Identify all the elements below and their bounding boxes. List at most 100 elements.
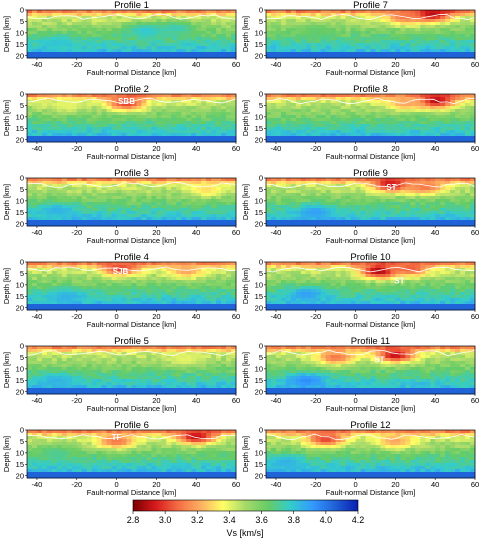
heatmap-cell <box>27 103 33 107</box>
heatmap-cell <box>340 139 347 143</box>
heatmap-cell <box>420 193 426 197</box>
heatmap-cell <box>206 301 212 305</box>
y-tick-label: 15 <box>16 124 24 133</box>
heatmap-cell <box>176 274 182 278</box>
heatmap-cell <box>41 139 48 143</box>
heatmap-cell <box>181 46 187 50</box>
heatmap-cell <box>61 307 68 311</box>
heatmap-cell <box>76 55 83 59</box>
heatmap-cell <box>440 121 446 125</box>
heatmap-cell <box>221 127 227 131</box>
heatmap-cell <box>211 115 217 119</box>
heatmap-cell <box>51 37 58 41</box>
heatmap-cell <box>27 271 33 275</box>
heatmap-cell <box>27 127 33 131</box>
heatmap-cell <box>280 22 287 26</box>
heatmap-cell <box>216 190 222 194</box>
heatmap-cell <box>51 115 58 119</box>
heatmap-cell <box>186 94 192 98</box>
heatmap-cell <box>181 304 187 308</box>
heatmap-cell <box>111 187 117 191</box>
heatmap-cell <box>285 136 292 140</box>
heatmap-cell <box>76 208 83 212</box>
heatmap-cell <box>156 223 162 227</box>
heatmap-cell <box>445 112 451 116</box>
heatmap-cell <box>126 181 132 185</box>
heatmap-cell <box>91 295 98 299</box>
panel-title: Profile 1 <box>114 0 149 11</box>
heatmap-cell <box>101 220 108 224</box>
heatmap-cell <box>445 214 451 218</box>
heatmap-cell <box>156 109 162 113</box>
heatmap-cell <box>320 220 327 224</box>
heatmap-cell <box>325 205 332 209</box>
heatmap-cell <box>445 193 451 197</box>
heatmap-cell <box>71 301 78 305</box>
heatmap-cell <box>151 181 157 185</box>
heatmap-cell <box>126 220 132 224</box>
heatmap-cell <box>111 307 117 311</box>
heatmap-cell <box>270 199 277 203</box>
heatmap-cell <box>86 298 93 302</box>
heatmap-cell <box>131 16 137 20</box>
y-tick-label: 0 <box>20 90 24 99</box>
heatmap-cell <box>435 190 441 194</box>
heatmap-cell <box>420 46 426 50</box>
heatmap-cell <box>231 115 237 119</box>
heatmap-cell <box>191 55 197 59</box>
heatmap-cell <box>46 184 53 188</box>
heatmap-cell <box>56 19 63 23</box>
heatmap-cell <box>171 94 177 98</box>
heatmap-cell <box>46 199 53 203</box>
heatmap-cell <box>315 214 322 218</box>
heatmap-cell <box>465 196 471 200</box>
heatmap-cell <box>111 106 117 110</box>
heatmap-cell <box>266 178 272 182</box>
heatmap-cell <box>221 106 227 110</box>
heatmap-cell <box>310 118 317 122</box>
heatmap-cell <box>141 46 147 50</box>
heatmap-cell <box>290 133 297 137</box>
heatmap-cell <box>191 97 197 101</box>
heatmap-cell <box>270 205 277 209</box>
heatmap-cell <box>36 220 43 224</box>
heatmap-cell <box>340 196 347 200</box>
heatmap-cell <box>450 223 456 227</box>
heatmap-cell <box>141 103 147 107</box>
heatmap-cell <box>36 46 43 50</box>
heatmap-cell <box>131 190 137 194</box>
heatmap-cell <box>191 199 197 203</box>
heatmap-cell <box>196 37 202 41</box>
heatmap-cell <box>355 10 361 14</box>
heatmap-cell <box>131 193 137 197</box>
heatmap-cell <box>111 31 117 35</box>
heatmap-cell <box>275 211 282 215</box>
heatmap-cell <box>121 199 127 203</box>
x-tick-label: 60 <box>232 312 240 321</box>
heatmap-cell <box>111 124 117 128</box>
heatmap-cell <box>221 124 227 128</box>
heatmap-cell <box>216 10 222 14</box>
heatmap-cell <box>360 178 366 182</box>
y-axis-label: Depth [km] <box>241 100 250 136</box>
heatmap-cell <box>136 295 142 299</box>
heatmap-cell <box>390 127 396 131</box>
heatmap-cell <box>330 130 337 134</box>
heatmap-cell <box>61 130 68 134</box>
heatmap-cell <box>31 130 38 134</box>
heatmap-cell <box>455 214 461 218</box>
heatmap-cell <box>171 199 177 203</box>
heatmap-cell <box>231 40 237 44</box>
heatmap-cell <box>300 187 307 191</box>
heatmap-cells <box>266 10 476 59</box>
heatmap-cell <box>151 307 157 311</box>
heatmap-cell <box>156 286 162 290</box>
heatmap-cell <box>425 181 431 185</box>
heatmap-cell <box>430 196 436 200</box>
heatmap-cell <box>435 187 441 191</box>
heatmap-cell <box>325 118 332 122</box>
heatmap-cell <box>206 127 212 131</box>
heatmap-cell <box>111 139 117 143</box>
heatmap-cell <box>146 100 152 104</box>
heatmap-cell <box>41 46 48 50</box>
